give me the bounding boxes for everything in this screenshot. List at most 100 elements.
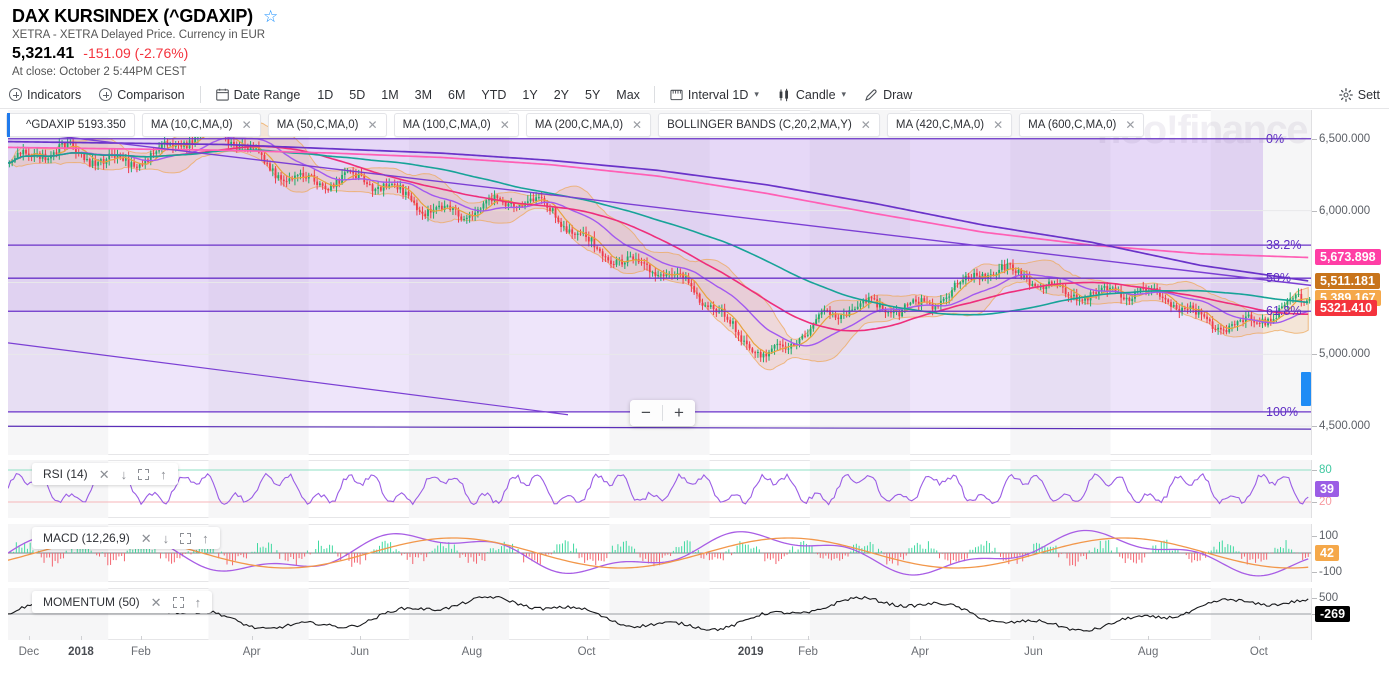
fib-label-50: 50% <box>1266 271 1292 286</box>
momentum-plot <box>8 588 1311 640</box>
price-pill-0: 5,673.898 <box>1315 249 1381 266</box>
quote-header: DAX KURSINDEX (^GDAXIP) ☆ XETRA - XETRA … <box>0 0 1389 78</box>
move-down-icon[interactable]: ↓ <box>162 530 170 546</box>
comparison-button[interactable]: Comparison <box>90 81 193 109</box>
price-chart-svg <box>8 110 1311 455</box>
time-tick <box>750 636 752 640</box>
close-icon[interactable]: ✕ <box>860 118 871 132</box>
close-icon[interactable]: ✕ <box>150 594 162 610</box>
close-icon[interactable]: ✕ <box>98 466 110 482</box>
indicators-button[interactable]: Indicators <box>0 81 90 109</box>
time-tick <box>808 636 810 640</box>
macd-legend[interactable]: MACD (12,26,9) ✕ ↓ ↑ <box>32 527 220 549</box>
time-tick <box>471 636 473 640</box>
range-button-5d[interactable]: 5D <box>349 87 366 102</box>
range-button-3m[interactable]: 3M <box>414 87 433 102</box>
price-chart-panel[interactable]: 0% 38.2% 50% 61.8% 100% <box>8 110 1311 455</box>
macd-tick: -100 <box>1311 566 1343 578</box>
move-down-icon[interactable]: ↓ <box>120 466 128 482</box>
comparison-label: Comparison <box>117 87 185 102</box>
toolbar-divider <box>653 86 655 103</box>
rsi-legend[interactable]: RSI (14) ✕ ↓ ↑ <box>32 463 178 485</box>
zoom-out-button[interactable]: − <box>630 400 662 426</box>
range-button-2y[interactable]: 2Y <box>553 87 569 102</box>
time-tick <box>1148 636 1150 640</box>
indicator-chip-3[interactable]: MA (100,C,MA,0) ✕ <box>393 113 519 137</box>
chip-label: BOLLINGER BANDS (C,20,2,MA,Y) <box>667 119 852 131</box>
momentum-panel[interactable]: MOMENTUM (50) ✕ ↑ <box>8 588 1311 640</box>
price-axis[interactable]: 6,500.000 6,000.000 5,000.000 4,500.000 5,67… <box>1311 110 1389 455</box>
price-tick: 5,000.000 <box>1311 348 1371 361</box>
macd-value-pill: 42 <box>1315 545 1339 561</box>
range-button-max[interactable]: Max <box>616 87 640 102</box>
expand-icon[interactable] <box>138 468 150 480</box>
date-range-button[interactable]: Date Range <box>207 81 310 109</box>
page-title: DAX KURSINDEX (^GDAXIP) <box>12 6 253 26</box>
indicator-chip-5[interactable]: BOLLINGER BANDS (C,20,2,MA,Y) ✕ <box>658 113 880 137</box>
close-icon[interactable]: ✕ <box>1125 118 1136 132</box>
range-button-ytd[interactable]: YTD <box>481 87 507 102</box>
draw-label: Draw <box>883 87 913 102</box>
time-axis[interactable]: Dec 2018 Feb Apr Jun Aug Oct 2019 Feb Apr Jun Aug Oc… <box>8 636 1311 670</box>
time-tick <box>1258 636 1260 640</box>
close-icon[interactable]: ✕ <box>140 530 152 546</box>
range-button-1y[interactable]: 1Y <box>522 87 538 102</box>
range-button-6m[interactable]: 6M <box>448 87 466 102</box>
price-scroll-marker[interactable] <box>1301 372 1311 406</box>
rsi-chart-svg <box>8 460 1311 518</box>
close-icon[interactable]: ✕ <box>367 118 378 132</box>
price-plot[interactable] <box>8 110 1311 455</box>
interval-selector[interactable]: Interval 1D ▾ <box>661 81 768 109</box>
indicator-chip-7[interactable]: MA (600,C,MA,0) ✕ <box>1019 113 1145 137</box>
candle-icon <box>779 88 788 101</box>
calendar-icon <box>215 88 229 101</box>
indicator-chip-1[interactable]: MA (10,C,MA,0) ✕ <box>141 113 261 137</box>
time-label: Oct <box>577 646 596 658</box>
close-icon[interactable]: ✕ <box>241 118 252 132</box>
draw-button[interactable]: Draw <box>855 81 921 109</box>
time-label: 2018 <box>68 646 94 658</box>
close-icon[interactable]: ✕ <box>632 118 643 132</box>
time-tick <box>251 636 253 640</box>
indicator-chip-list: ^GDAXIP 5193.350 MA (10,C,MA,0) ✕ MA (50,C,… <box>6 113 1145 137</box>
settings-button[interactable]: Sett <box>1330 81 1389 109</box>
favorite-star-icon[interactable]: ☆ <box>262 7 279 26</box>
move-up-icon[interactable]: ↑ <box>160 466 167 482</box>
zoom-in-button[interactable]: + <box>663 400 695 426</box>
chip-accent-bar <box>7 113 10 137</box>
toolbar-divider <box>199 86 201 103</box>
zoom-divider <box>662 405 663 421</box>
chevron-down-icon: ▾ <box>841 89 847 99</box>
current-price: 5,321.41 <box>12 45 75 62</box>
indicator-chip-0[interactable]: ^GDAXIP 5193.350 <box>6 113 135 137</box>
chip-label: MA (200,C,MA,0) <box>534 119 624 131</box>
indicator-chip-4[interactable]: MA (200,C,MA,0) ✕ <box>525 113 652 137</box>
rsi-panel[interactable]: RSI (14) ✕ ↓ ↑ <box>8 460 1311 518</box>
fib-label-38-2: 38.2% <box>1266 238 1302 253</box>
close-icon[interactable]: ✕ <box>993 118 1004 132</box>
expand-icon[interactable] <box>172 596 184 608</box>
move-up-icon[interactable]: ↑ <box>194 594 202 610</box>
range-button-5y[interactable]: 5Y <box>585 87 601 102</box>
price-tick: 6,000.000 <box>1311 204 1371 217</box>
macd-panel[interactable]: MACD (12,26,9) ✕ ↓ ↑ <box>8 524 1311 582</box>
macd-legend-label: MACD (12,26,9) <box>43 531 130 545</box>
chart-type-selector[interactable]: Candle ▾ <box>768 81 855 109</box>
range-button-1m[interactable]: 1M <box>381 87 399 102</box>
zoom-controls[interactable]: − + <box>630 400 695 426</box>
chart-toolbar: Indicators Comparison Date Range 1D 5D 1M 3… <box>0 81 1389 109</box>
expand-icon[interactable] <box>180 532 192 544</box>
indicator-chip-2[interactable]: MA (50,C,MA,0) ✕ <box>267 113 387 137</box>
momentum-legend[interactable]: MOMENTUM (50) ✕ ↑ <box>32 591 213 613</box>
rsi-tick: 20 <box>1312 496 1332 508</box>
interval-icon <box>670 89 683 101</box>
indicator-chip-6[interactable]: MA (420,C,MA,0) ✕ <box>886 113 1013 137</box>
time-tick <box>140 636 142 640</box>
move-up-icon[interactable]: ↑ <box>202 530 209 546</box>
close-icon[interactable]: ✕ <box>499 118 510 132</box>
time-label: Aug <box>461 646 483 658</box>
range-button-1d[interactable]: 1D <box>317 87 334 102</box>
price-pill-3: 5321.410 <box>1315 300 1378 317</box>
exchange-info: XETRA - XETRA Delayed Price. Currency in… <box>12 29 266 41</box>
time-label: Aug <box>1137 646 1159 658</box>
